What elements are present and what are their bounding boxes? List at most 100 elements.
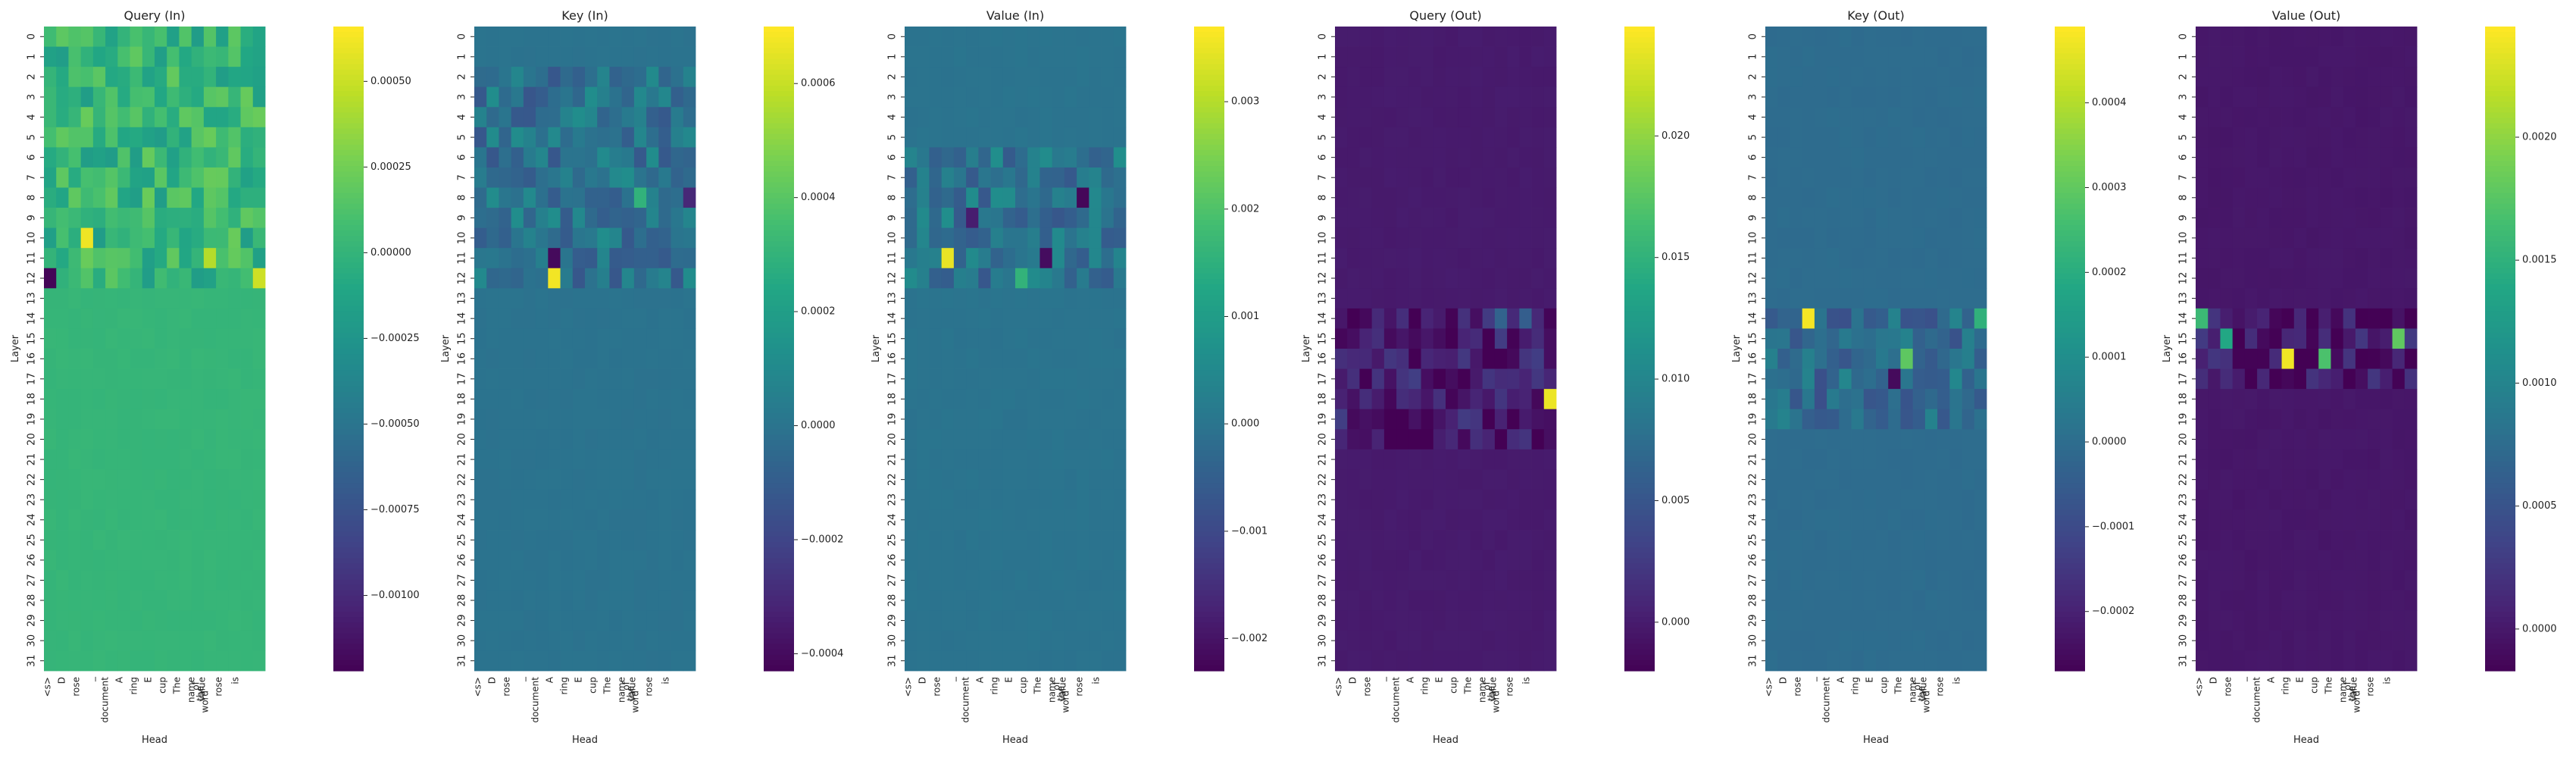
heatmap-cell bbox=[1371, 389, 1385, 410]
heatmap-cell bbox=[621, 308, 635, 329]
heatmap-cell bbox=[130, 409, 143, 430]
heatmap-cell bbox=[597, 46, 610, 67]
heatmap-cell bbox=[130, 328, 143, 349]
heatmap-cell bbox=[929, 268, 943, 289]
heatmap-cell bbox=[621, 227, 635, 249]
heatmap-cell bbox=[597, 328, 610, 349]
heatmap-cell bbox=[1458, 449, 1471, 470]
heatmap-cell bbox=[2269, 187, 2282, 208]
heatmap-cell bbox=[1888, 227, 1901, 249]
heatmap-cell bbox=[167, 328, 180, 349]
heatmap-cell bbox=[2257, 509, 2270, 531]
heatmap-cell bbox=[1470, 147, 1483, 168]
heatmap-cell bbox=[2220, 630, 2234, 651]
heatmap-cell bbox=[1015, 409, 1028, 430]
colorbar-segment bbox=[2485, 107, 2515, 113]
heatmap-cell bbox=[2220, 509, 2234, 531]
y-tick-label: 12 bbox=[887, 272, 899, 285]
colorbar-segment bbox=[2485, 665, 2515, 672]
colorbar-segment bbox=[2055, 74, 2085, 81]
colorbar-tick-label: 0.000 bbox=[1662, 616, 1690, 628]
heatmap-cell bbox=[978, 248, 991, 269]
heatmap-cell bbox=[585, 509, 598, 531]
heatmap-cell bbox=[1777, 127, 1790, 148]
heatmap-cell bbox=[2257, 227, 2270, 249]
heatmap-cell bbox=[2318, 630, 2331, 651]
heatmap-cell bbox=[978, 208, 991, 229]
heatmap-cell bbox=[621, 67, 635, 88]
colorbar-segment bbox=[764, 300, 794, 306]
y-tick-label: 11 bbox=[27, 252, 38, 265]
heatmap-cell bbox=[917, 650, 930, 672]
heatmap-cell bbox=[1765, 368, 1778, 390]
heatmap-cell bbox=[2392, 389, 2406, 410]
heatmap-cell bbox=[929, 27, 943, 47]
heatmap-cell bbox=[2281, 308, 2295, 329]
colorbar-segment bbox=[2485, 407, 2515, 414]
heatmap-cell bbox=[1371, 268, 1385, 289]
y-tick-label: 31 bbox=[887, 654, 899, 667]
heatmap-cell bbox=[1814, 107, 1827, 128]
heatmap-cell bbox=[1962, 650, 1975, 672]
heatmap-cell bbox=[1371, 550, 1385, 571]
heatmap-cell bbox=[1408, 187, 1421, 208]
heatmap-cell bbox=[536, 368, 549, 390]
heatmap-cell bbox=[1421, 227, 1434, 249]
heatmap-cell bbox=[2380, 288, 2393, 309]
heatmap-cell bbox=[1446, 489, 1458, 510]
heatmap-cell bbox=[2355, 349, 2368, 369]
heatmap-cell bbox=[1433, 368, 1446, 390]
colorbar-segment bbox=[2485, 177, 2515, 183]
heatmap-cell bbox=[966, 449, 979, 470]
heatmap-cell bbox=[1888, 147, 1901, 168]
heatmap-cell bbox=[1039, 489, 1053, 510]
heatmap-cell bbox=[990, 610, 1004, 631]
heatmap-cell bbox=[1089, 389, 1102, 410]
heatmap-cell bbox=[2368, 389, 2381, 410]
y-tick-label: 18 bbox=[2178, 393, 2190, 406]
heatmap-cell bbox=[2269, 328, 2282, 349]
colorbar-tick-label: 0.0000 bbox=[801, 420, 836, 431]
heatmap-cell bbox=[117, 107, 130, 128]
heatmap-cell bbox=[572, 570, 586, 591]
heatmap-cell bbox=[966, 46, 979, 67]
heatmap-cell bbox=[609, 147, 623, 168]
colorbar-segment bbox=[333, 654, 364, 661]
colorbar-segment bbox=[1194, 504, 1224, 511]
heatmap-cell bbox=[990, 27, 1004, 47]
x-tick-label: E bbox=[143, 677, 154, 683]
colorbar-segment bbox=[1624, 91, 1655, 97]
y-tick-label: 31 bbox=[1318, 654, 1329, 667]
heatmap-cell bbox=[523, 187, 536, 208]
heatmap-cell bbox=[2355, 328, 2368, 349]
colorbar-segment bbox=[1194, 456, 1224, 462]
heatmap-cell bbox=[1876, 328, 1889, 349]
heatmap-cell bbox=[2355, 650, 2368, 672]
colorbar-segment bbox=[1624, 547, 1655, 553]
colorbar-tick-label: 0.0006 bbox=[801, 78, 836, 89]
heatmap-cell bbox=[2404, 308, 2418, 329]
heatmap-cell bbox=[1482, 590, 1496, 611]
heatmap-cell bbox=[1383, 429, 1397, 450]
heatmap-cell bbox=[486, 127, 499, 148]
heatmap-cell bbox=[609, 268, 623, 289]
x-tick-label: word bbox=[1061, 691, 1071, 713]
colorbar-segment bbox=[1194, 478, 1224, 484]
heatmap-cell bbox=[1937, 530, 1950, 551]
heatmap-cell bbox=[1790, 46, 1803, 67]
heatmap-cell bbox=[1421, 509, 1434, 531]
heatmap-cell bbox=[56, 389, 69, 410]
heatmap-cell bbox=[1027, 469, 1040, 490]
colorbar-segment bbox=[1194, 365, 1224, 371]
heatmap-cell bbox=[1039, 248, 1053, 269]
colorbar-segment bbox=[2485, 488, 2515, 494]
y-tick-label: 19 bbox=[27, 413, 38, 426]
heatmap-cell bbox=[1039, 509, 1053, 531]
heatmap-cell bbox=[621, 389, 635, 410]
colorbar-segment bbox=[1624, 133, 1655, 140]
heatmap-cell bbox=[941, 167, 955, 188]
heatmap-cell bbox=[155, 127, 167, 148]
colorbar-segment bbox=[333, 493, 364, 500]
colorbar-segment bbox=[1624, 112, 1655, 119]
heatmap-cell bbox=[548, 389, 561, 410]
